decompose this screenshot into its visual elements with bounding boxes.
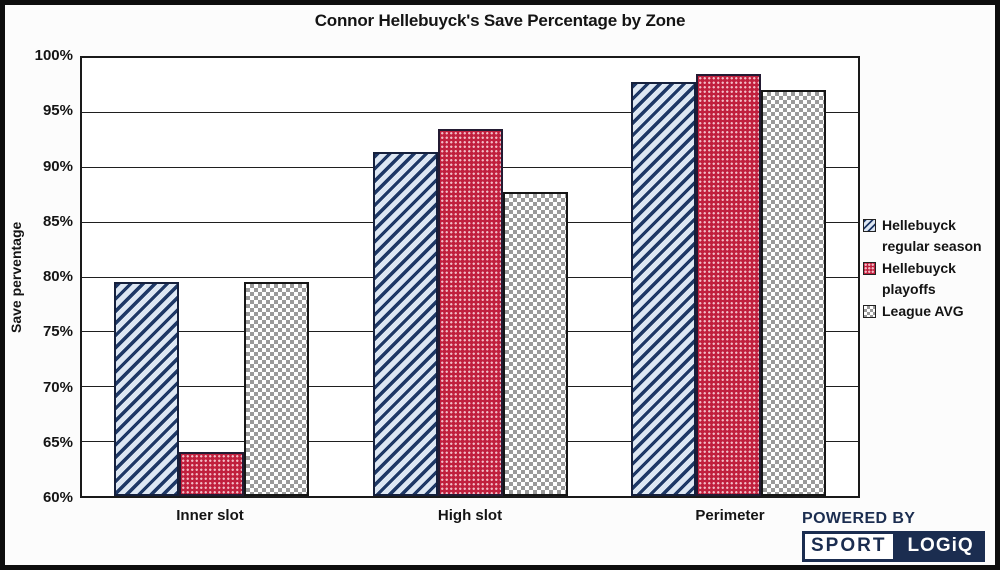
bar-hellebuyck-playoffs-high-slot: [437, 129, 503, 496]
bar-league-avg-perimeter: [761, 89, 827, 496]
bar-hellebuyck-playoffs-inner-slot: [178, 452, 244, 496]
x-axis-category-label: High slot: [437, 507, 503, 524]
bar-league-avg-inner-slot: [243, 282, 309, 496]
legend-entry: Hellebuyck playoffs: [863, 258, 995, 300]
legend-entry: Hellebuyck regular season: [863, 215, 995, 257]
y-tick-label: 75%: [42, 323, 73, 341]
logo-sport-text: SPORT: [802, 531, 897, 562]
gridline: [82, 112, 858, 114]
y-tick-label: 80%: [42, 268, 73, 285]
x-axis-category-label: Inner slot: [176, 507, 244, 524]
legend-swatch-diagonal-stripes: [863, 219, 876, 232]
legend-swatch-dots: [863, 262, 876, 275]
legend-label: League AVG: [882, 303, 964, 319]
logo-logiq-text: LOGiQ: [896, 531, 985, 562]
legend-swatch-checkerboard: [863, 305, 876, 318]
y-tick-label: 95%: [42, 102, 73, 120]
bar-hellebuyck-regular-season-inner-slot: [113, 282, 179, 496]
legend-entry: League AVG: [863, 301, 995, 322]
y-tick-label: 65%: [42, 433, 73, 451]
legend-label: Hellebuyck playoffs: [882, 260, 956, 297]
sportlogiq-branding: POWERED BY SPORT LOGiQ: [802, 510, 985, 562]
x-axis-category-label: Perimeter: [695, 507, 765, 524]
y-tick-label: 60%: [42, 489, 73, 506]
powered-by-text: POWERED BY: [802, 510, 916, 527]
legend: Hellebuyck regular season Hellebuyck play…: [863, 215, 995, 323]
bar-hellebuyck-playoffs-perimeter: [696, 74, 762, 496]
bar-hellebuyck-regular-season-high-slot: [372, 152, 438, 496]
sportlogiq-logo: SPORT LOGiQ: [802, 531, 985, 562]
bar-hellebuyck-regular-season-perimeter: [631, 82, 697, 496]
chart-title: Connor Hellebuyck's Save Percentage by Z…: [314, 11, 686, 30]
y-tick-label: 70%: [42, 378, 73, 396]
bar-league-avg-high-slot: [502, 191, 568, 496]
y-tick-label: 100%: [34, 47, 73, 64]
y-tick-label: 85%: [42, 212, 73, 230]
plot-area: [80, 56, 860, 498]
legend-label: Hellebuyck regular season: [882, 217, 982, 254]
y-tick-label: 90%: [42, 157, 73, 175]
